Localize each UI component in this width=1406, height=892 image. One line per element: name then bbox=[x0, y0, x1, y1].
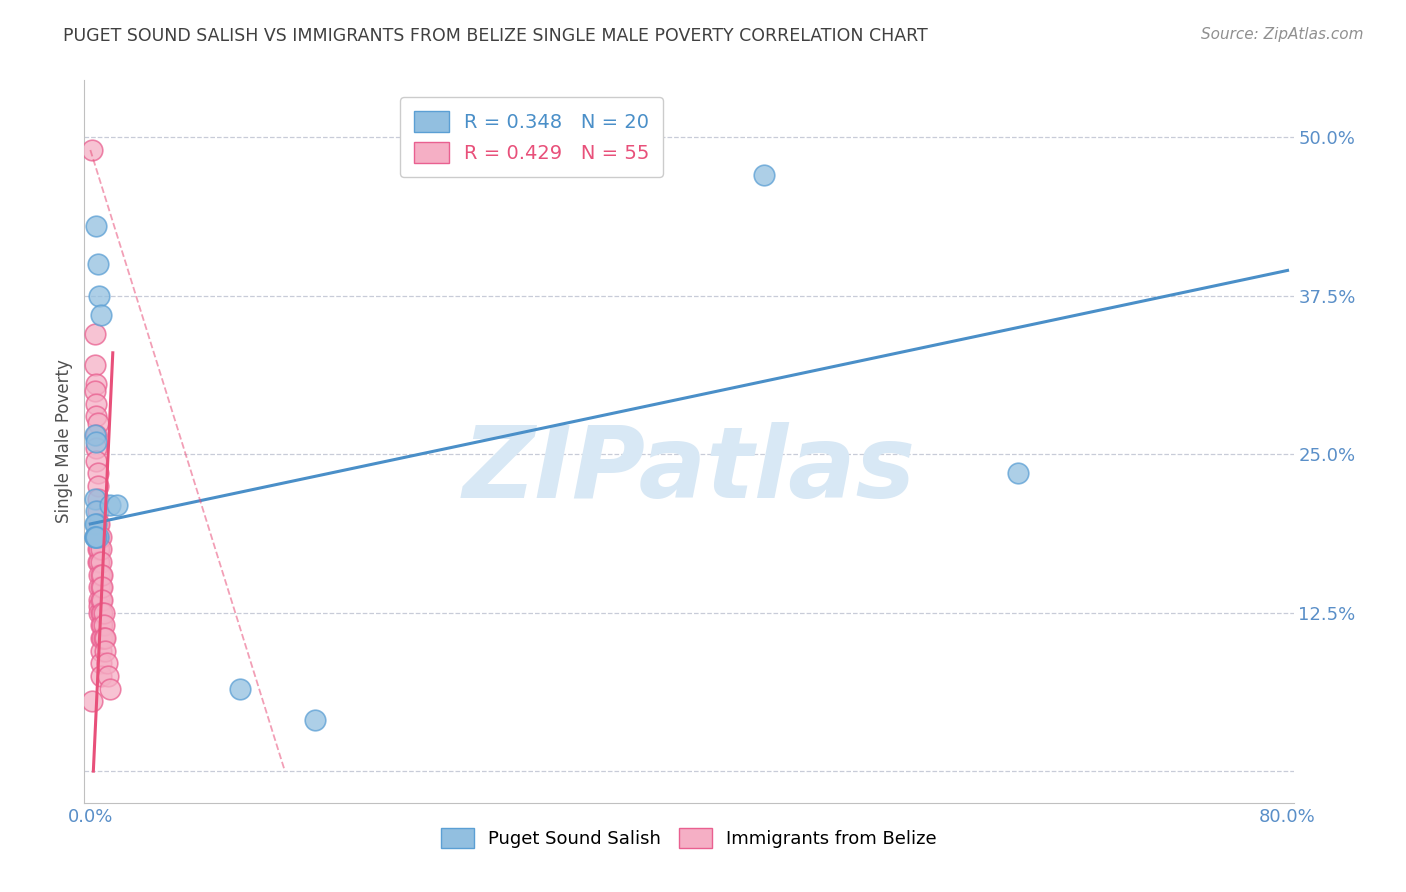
Point bbox=[87, 530, 110, 544]
Point bbox=[90, 555, 112, 569]
Legend: Puget Sound Salish, Immigrants from Belize: Puget Sound Salish, Immigrants from Beli… bbox=[434, 821, 943, 855]
Point bbox=[90, 567, 112, 582]
Point bbox=[105, 498, 128, 512]
Point bbox=[89, 606, 111, 620]
Point bbox=[83, 516, 105, 531]
Point bbox=[90, 530, 112, 544]
Point bbox=[87, 516, 110, 531]
Point bbox=[93, 606, 115, 620]
Point bbox=[90, 606, 112, 620]
Point bbox=[90, 669, 112, 683]
Point bbox=[90, 308, 112, 322]
Point bbox=[89, 580, 111, 594]
Point bbox=[80, 694, 103, 708]
Point bbox=[89, 555, 111, 569]
Point bbox=[86, 377, 108, 392]
Point bbox=[98, 681, 121, 696]
Point bbox=[86, 409, 108, 424]
Point bbox=[90, 631, 112, 645]
Point bbox=[97, 669, 120, 683]
Point bbox=[86, 516, 108, 531]
Point bbox=[86, 441, 108, 455]
Point bbox=[98, 498, 121, 512]
Point bbox=[89, 516, 111, 531]
Point bbox=[89, 567, 111, 582]
Point bbox=[87, 479, 110, 493]
Point bbox=[91, 606, 114, 620]
Point bbox=[93, 631, 115, 645]
Point bbox=[90, 542, 112, 557]
Point bbox=[94, 643, 117, 657]
Point bbox=[87, 504, 110, 518]
Point bbox=[83, 491, 105, 506]
Point bbox=[89, 530, 111, 544]
Point bbox=[87, 542, 110, 557]
Point bbox=[94, 631, 117, 645]
Point bbox=[89, 542, 111, 557]
Point bbox=[90, 618, 112, 632]
Point bbox=[87, 555, 110, 569]
Point bbox=[83, 359, 105, 373]
Point bbox=[80, 143, 103, 157]
Point bbox=[91, 567, 114, 582]
Point bbox=[89, 593, 111, 607]
Point bbox=[83, 530, 105, 544]
Point bbox=[86, 453, 108, 467]
Point bbox=[87, 416, 110, 430]
Point bbox=[91, 618, 114, 632]
Point bbox=[89, 599, 111, 614]
Text: PUGET SOUND SALISH VS IMMIGRANTS FROM BELIZE SINGLE MALE POVERTY CORRELATION CHA: PUGET SOUND SALISH VS IMMIGRANTS FROM BE… bbox=[63, 27, 928, 45]
Point bbox=[86, 504, 108, 518]
Point bbox=[91, 580, 114, 594]
Point bbox=[96, 657, 118, 671]
Point bbox=[91, 631, 114, 645]
Point bbox=[86, 428, 108, 442]
Point bbox=[90, 643, 112, 657]
Point bbox=[91, 593, 114, 607]
Point bbox=[83, 326, 105, 341]
Point bbox=[83, 530, 105, 544]
Point bbox=[87, 467, 110, 481]
Point bbox=[86, 530, 108, 544]
Point bbox=[89, 289, 111, 303]
Point bbox=[86, 396, 108, 410]
Point bbox=[752, 169, 775, 183]
Point bbox=[83, 384, 105, 398]
Point bbox=[304, 714, 326, 728]
Point bbox=[93, 618, 115, 632]
Point bbox=[90, 657, 112, 671]
Point bbox=[87, 257, 110, 271]
Point bbox=[90, 580, 112, 594]
Text: Source: ZipAtlas.com: Source: ZipAtlas.com bbox=[1201, 27, 1364, 42]
Text: ZIPatlas: ZIPatlas bbox=[463, 422, 915, 519]
Y-axis label: Single Male Poverty: Single Male Poverty bbox=[55, 359, 73, 524]
Point bbox=[229, 681, 252, 696]
Point bbox=[87, 491, 110, 506]
Point bbox=[86, 434, 108, 449]
Point bbox=[86, 219, 108, 233]
Point bbox=[87, 530, 110, 544]
Point bbox=[90, 593, 112, 607]
Point bbox=[1007, 467, 1029, 481]
Point bbox=[83, 428, 105, 442]
